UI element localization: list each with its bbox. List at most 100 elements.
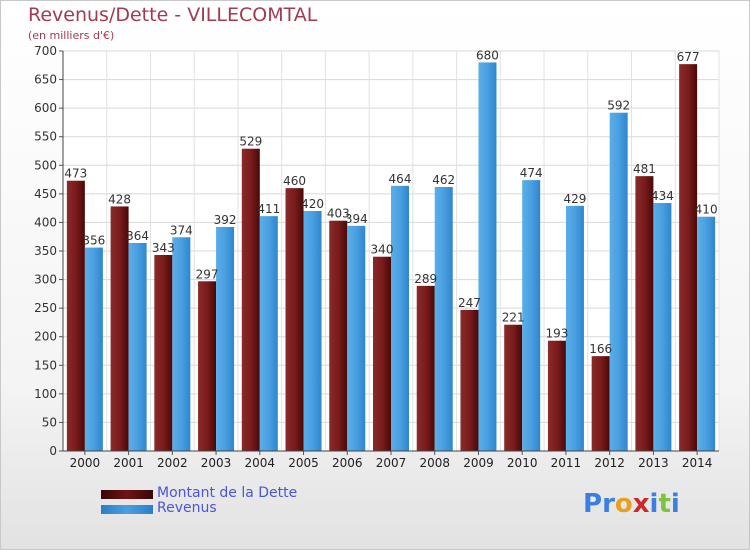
bar-revenus — [653, 203, 672, 451]
x-tick-label: 2000 — [70, 456, 101, 470]
bar-dette — [154, 255, 173, 451]
data-label-revenus: 374 — [170, 223, 193, 237]
logo-letter: x — [632, 489, 650, 519]
data-label-dette: 289 — [414, 272, 437, 286]
y-tick-label: 600 — [34, 101, 57, 115]
x-tick-label: 2007 — [376, 456, 407, 470]
logo-letter: r — [602, 489, 615, 519]
y-tick-label: 50 — [42, 415, 57, 429]
data-label-revenus: 680 — [476, 48, 499, 62]
bar-dette — [416, 285, 435, 451]
y-tick-label: 650 — [34, 73, 57, 87]
data-label-dette: 677 — [677, 50, 700, 64]
bar-dette — [547, 340, 566, 451]
bar-dette — [591, 356, 610, 451]
data-label-dette: 481 — [633, 162, 656, 176]
y-tick-label: 150 — [34, 358, 57, 372]
x-tick-label: 2009 — [463, 456, 494, 470]
data-label-revenus: 356 — [82, 234, 105, 248]
y-tick-label: 350 — [34, 244, 57, 258]
bar-dette — [241, 148, 260, 451]
data-label-dette: 221 — [502, 311, 525, 325]
y-tick-label: 700 — [34, 44, 57, 58]
y-tick-label: 550 — [34, 130, 57, 144]
logo-letter: i — [649, 489, 659, 519]
x-tick-label: 2004 — [245, 456, 276, 470]
bar-revenus — [565, 205, 584, 451]
data-label-revenus: 464 — [389, 172, 412, 186]
bar-revenus — [84, 247, 103, 451]
x-tick-label: 2001 — [113, 456, 144, 470]
bar-dette — [110, 206, 129, 451]
x-tick-label: 2010 — [507, 456, 538, 470]
data-label-revenus: 394 — [345, 212, 368, 226]
y-tick-label: 400 — [34, 215, 57, 229]
x-tick-label: 2012 — [594, 456, 625, 470]
logo-letter: t — [658, 489, 671, 519]
bar-revenus — [609, 112, 628, 451]
bar-dette — [504, 324, 523, 451]
data-label-dette: 166 — [589, 342, 612, 356]
legend-label-revenus: Revenus — [157, 500, 217, 516]
chart-title: Revenus/Dette - VILLECOMTAL — [28, 4, 318, 26]
data-label-dette: 428 — [108, 192, 131, 206]
data-label-dette: 297 — [196, 267, 219, 281]
y-tick-label: 300 — [34, 273, 57, 287]
x-tick-label: 2005 — [288, 456, 319, 470]
data-label-dette: 473 — [64, 167, 87, 181]
bar-dette — [329, 220, 348, 451]
bar-dette — [373, 256, 391, 451]
logo-letter: o — [614, 489, 633, 519]
y-tick-label: 200 — [34, 330, 57, 344]
x-tick-label: 2003 — [201, 456, 232, 470]
data-label-dette: 529 — [239, 135, 262, 149]
x-tick-label: 2002 — [157, 456, 188, 470]
x-tick-label: 2014 — [682, 456, 713, 470]
data-label-revenus: 420 — [301, 197, 324, 211]
bar-revenus — [128, 243, 147, 451]
bar-dette — [198, 281, 217, 451]
data-label-dette: 247 — [458, 296, 481, 310]
data-label-revenus: 474 — [520, 166, 543, 180]
x-tick-label: 2013 — [638, 456, 669, 470]
bar-revenus — [391, 185, 409, 451]
data-label-revenus: 434 — [651, 189, 674, 203]
data-label-revenus: 592 — [607, 99, 630, 113]
data-label-revenus: 410 — [695, 203, 718, 217]
x-tick-label: 2006 — [332, 456, 363, 470]
data-label-dette: 460 — [283, 174, 306, 188]
x-tick-label: 2008 — [419, 456, 450, 470]
y-tick-label: 100 — [34, 387, 57, 401]
bar-revenus — [172, 237, 191, 451]
bar-dette — [285, 188, 304, 451]
y-tick-label: 0 — [49, 444, 57, 458]
proxiti-logo: Proxiti — [583, 489, 680, 519]
bar-dette — [66, 180, 85, 451]
bar-revenus — [303, 211, 322, 451]
bar-dette — [679, 64, 698, 451]
bar-dette — [460, 309, 479, 451]
bar-revenus — [697, 216, 716, 451]
bar-dette — [635, 176, 654, 451]
bar-revenus — [434, 187, 453, 451]
y-tick-label: 450 — [34, 187, 57, 201]
bar-revenus — [522, 180, 541, 451]
data-label-dette: 403 — [327, 207, 350, 221]
chart-subtitle: (en milliers d'€) — [28, 29, 115, 42]
logo-letter: i — [670, 489, 680, 519]
logo-letter: P — [583, 489, 603, 519]
data-label-dette: 343 — [152, 241, 175, 255]
data-label-revenus: 462 — [432, 173, 455, 187]
y-tick-label: 250 — [34, 301, 57, 315]
bar-revenus — [347, 225, 366, 451]
bar-revenus — [216, 227, 235, 451]
bar-revenus — [478, 62, 497, 452]
bar-revenus — [259, 216, 278, 451]
data-label-revenus: 364 — [126, 229, 149, 243]
data-label-revenus: 411 — [257, 202, 280, 216]
data-label-dette: 193 — [545, 327, 568, 341]
legend-swatch-revenus — [101, 505, 153, 514]
y-tick-label: 500 — [34, 158, 57, 172]
